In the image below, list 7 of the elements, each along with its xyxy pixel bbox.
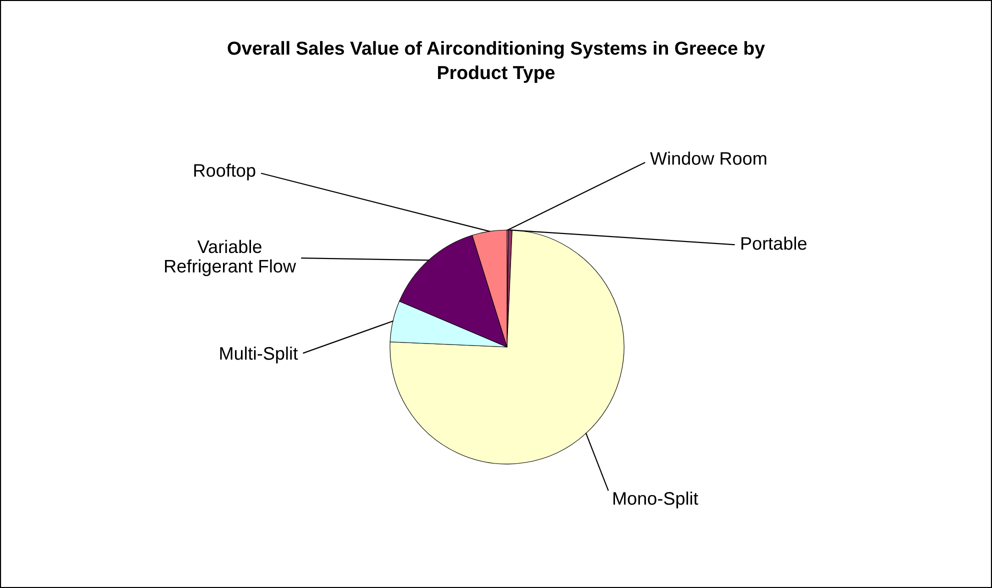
slice-label: Variable Refrigerant Flow (165, 240, 296, 276)
chart-title: Overall Sales Value of Airconditioning Systems in Greece by Product Type (228, 41, 765, 83)
slice-label: Multi-Split (220, 346, 298, 364)
slice-label: Mono-Split (613, 492, 698, 508)
slice-label: Portable (741, 236, 806, 250)
slice-label: Window Room (650, 152, 766, 165)
slice-label: Rooftop (194, 164, 256, 180)
